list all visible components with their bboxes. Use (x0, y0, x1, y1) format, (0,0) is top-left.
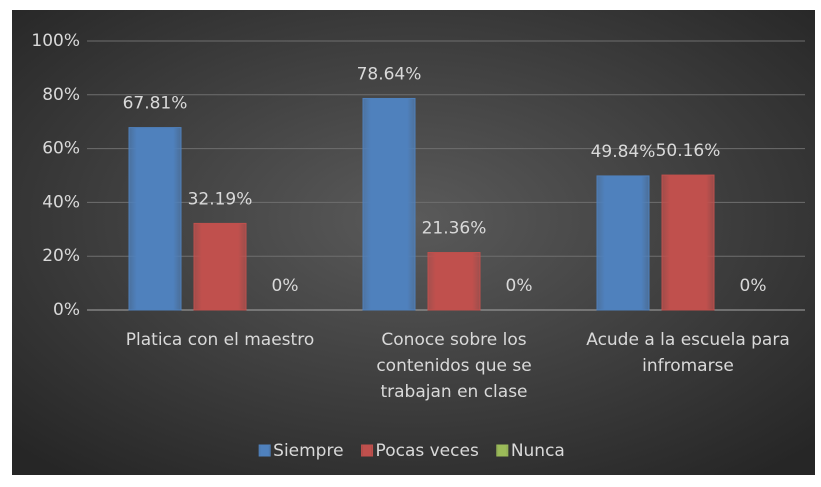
data-label: 50.16% (656, 141, 721, 161)
y-tick-label: 0% (53, 300, 80, 320)
legend-label: Pocas veces (376, 441, 479, 461)
data-label: 67.81% (123, 94, 188, 114)
data-label: 0% (506, 276, 533, 296)
x-tick-label: Acude a la escuela para infromarse (586, 330, 790, 376)
legend-swatch (496, 444, 509, 457)
data-label: 21.36% (422, 219, 487, 239)
bar (128, 127, 182, 311)
legend-label: Nunca (511, 441, 565, 461)
legend-label: Siempre (273, 441, 343, 461)
x-tick-label: Platica con el maestro (126, 330, 314, 350)
y-tick-label: 40% (42, 192, 80, 212)
x-tick-label: Conoce sobre los contenidos que se trabaja… (376, 330, 531, 402)
data-label: 78.64% (357, 64, 422, 84)
data-label: 0% (740, 276, 767, 296)
y-tick-label: 60% (42, 139, 80, 159)
y-tick-label: 80% (42, 85, 80, 105)
data-label: 49.84% (591, 142, 656, 162)
data-label: 32.19% (188, 189, 253, 209)
legend: Siempre Pocas veces Nunca (258, 441, 565, 461)
bar (362, 97, 416, 311)
bar (596, 175, 650, 311)
y-tick-label: 20% (42, 246, 80, 266)
data-label: 0% (272, 276, 299, 296)
bar (427, 252, 481, 311)
y-tick-label: 100% (31, 31, 80, 51)
legend-swatch (258, 444, 271, 457)
bar (661, 174, 715, 311)
bar (193, 222, 247, 311)
legend-swatch (361, 444, 374, 457)
